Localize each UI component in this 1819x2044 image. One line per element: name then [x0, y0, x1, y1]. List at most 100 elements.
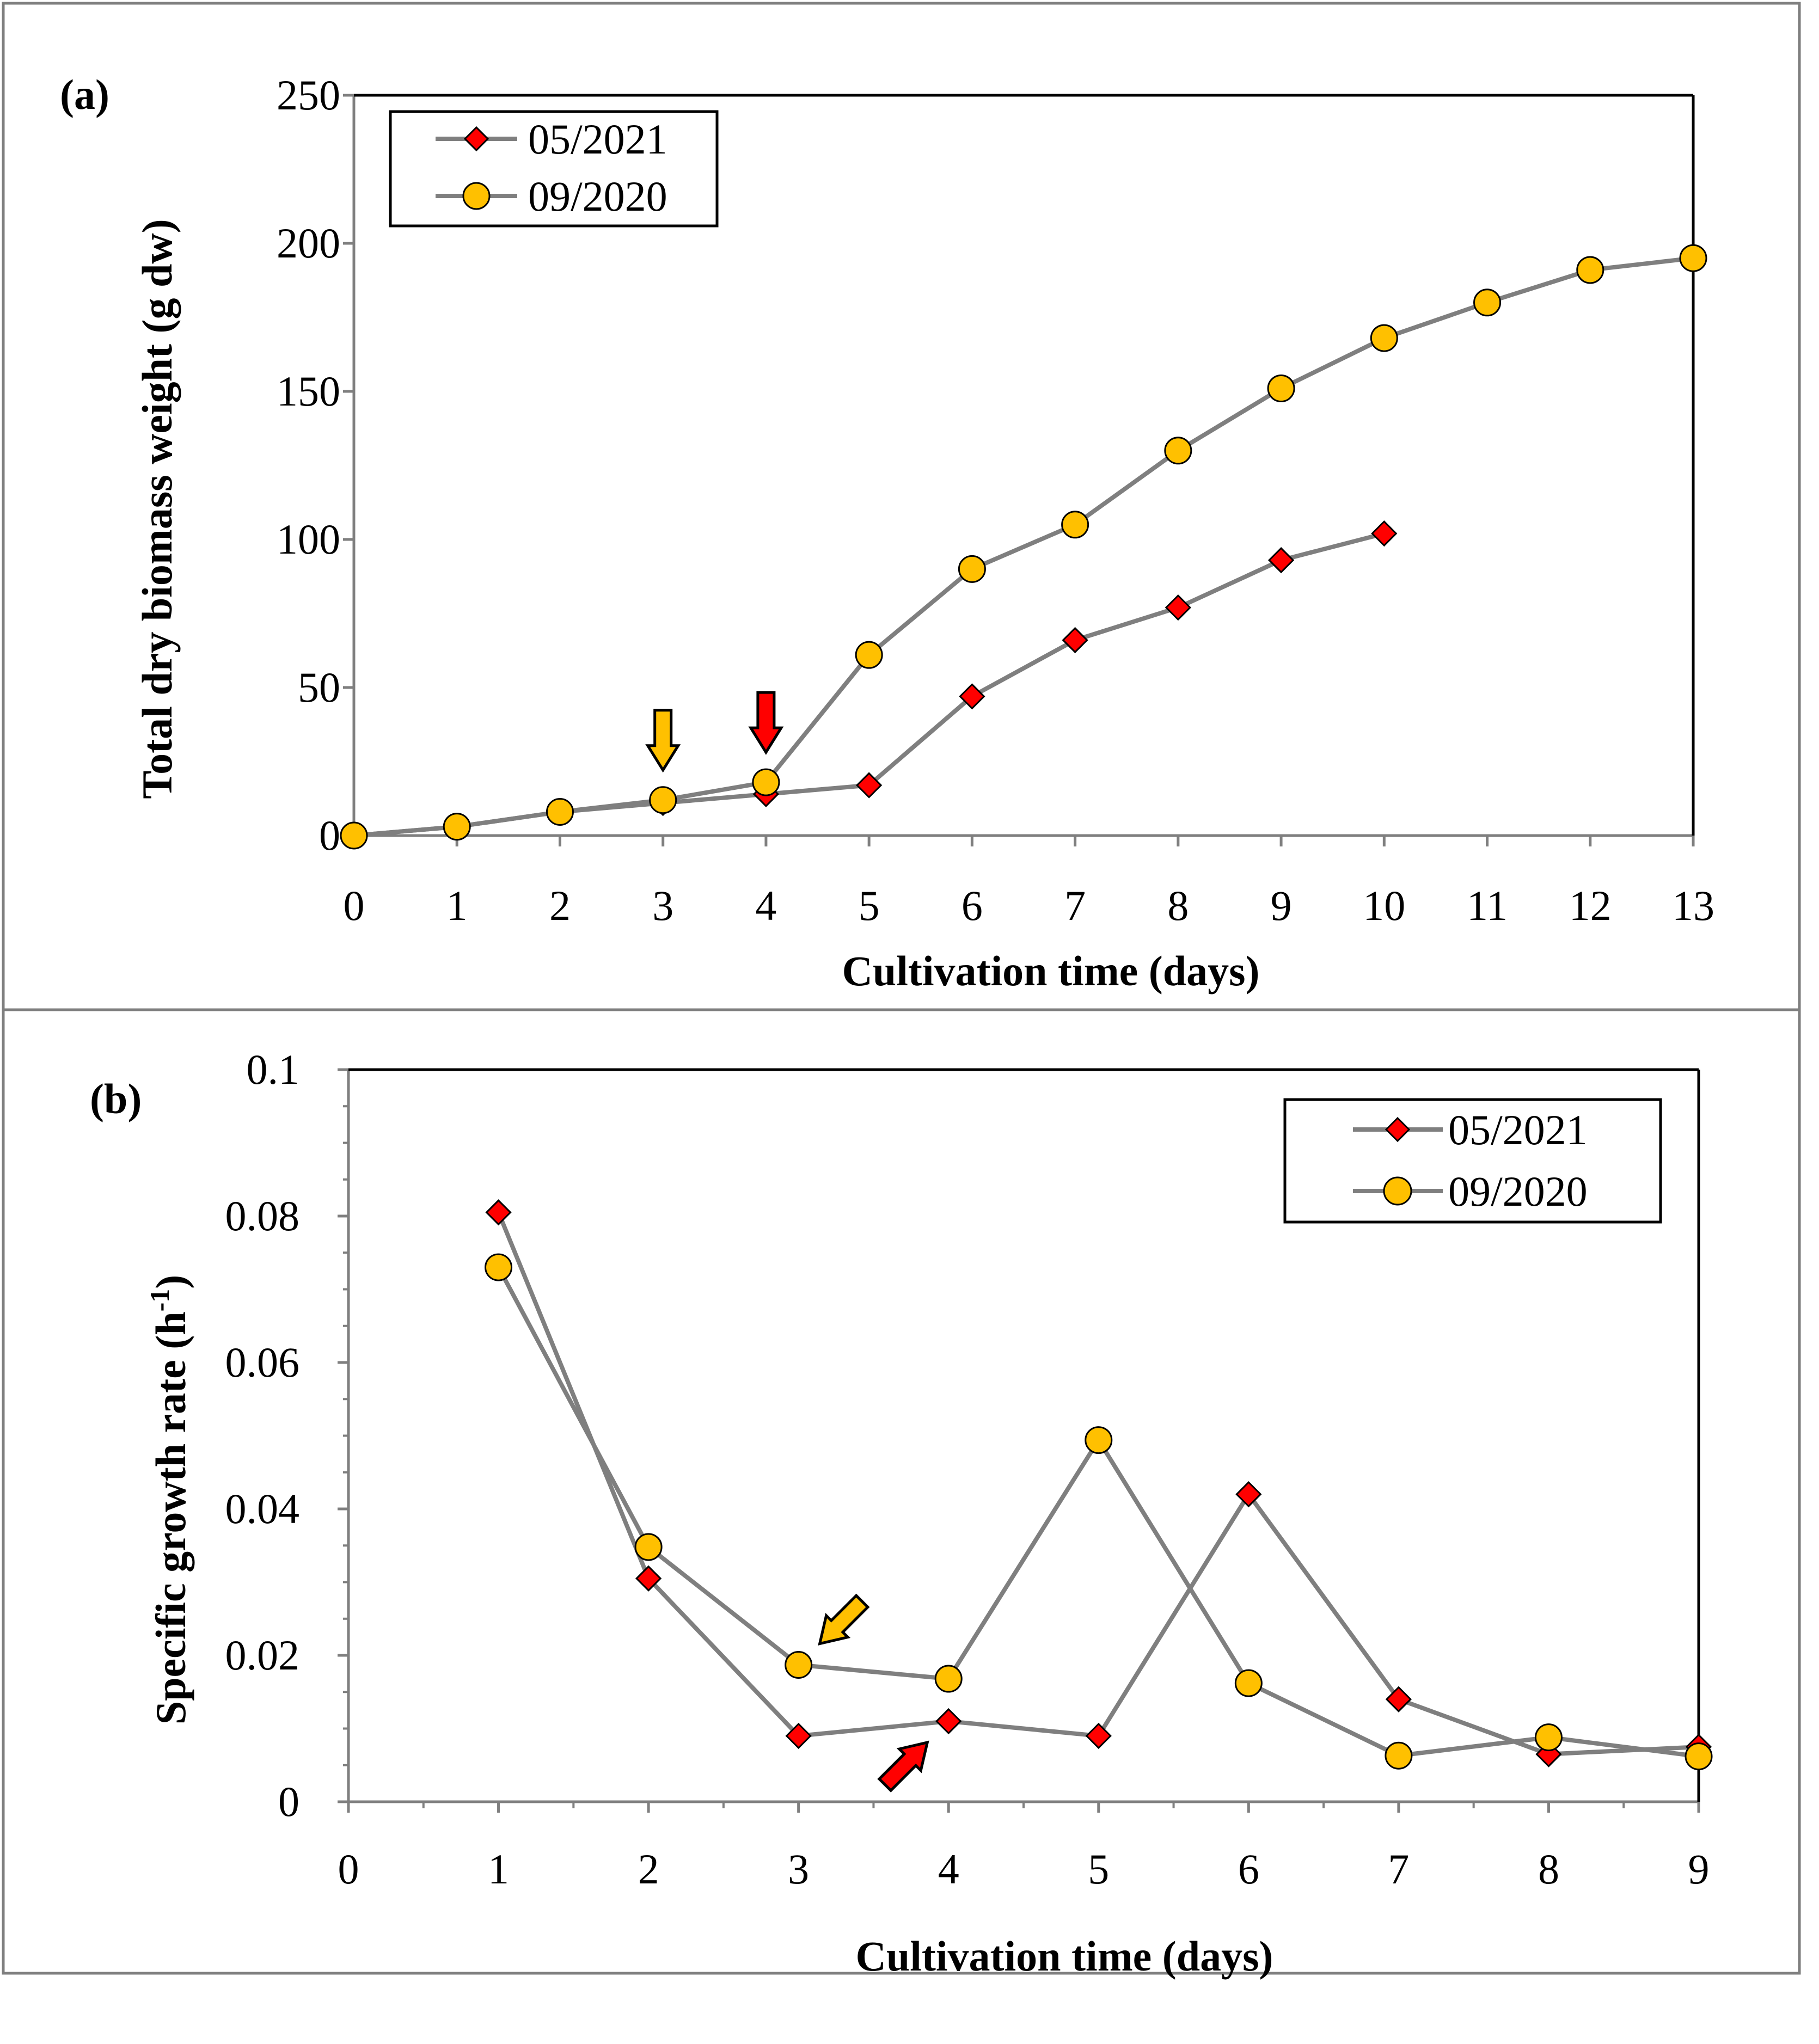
panel-a-y-tick-label-200: 200	[277, 219, 340, 267]
panel-a-x-tick-label-2: 2	[549, 882, 571, 929]
panel-b-legend: 05/2021 09/2020	[1283, 1098, 1662, 1224]
panel-a-point-09-2020-x3	[649, 786, 677, 814]
panel-a-x-tick-label-11: 11	[1467, 882, 1508, 929]
panel-b-x-tick-label-6: 6	[1238, 1845, 1259, 1893]
panel-a-legend-marker-05-2021	[463, 126, 489, 152]
panel-a-legend-box	[389, 110, 719, 228]
panel-b-y-tick-label-0-1: 0.1	[247, 1046, 300, 1093]
panel-b-y-tick-label-0: 0	[278, 1778, 299, 1825]
panel-a-y-axis-title: Total dry biomass weight (g dw)	[133, 219, 181, 799]
panel-a-legend-marker-09-2020	[462, 182, 491, 210]
panel-b-x-tick-label-8: 8	[1538, 1845, 1559, 1893]
panel-a-point-09-2020-x7	[1061, 511, 1089, 539]
panel-b-y-tick-label-0-04: 0.04	[225, 1485, 300, 1532]
panel-b-legend-marker-05-2021	[1385, 1116, 1411, 1143]
panel-a-point-09-2020-x5	[855, 641, 883, 669]
panel-a-x-tick-label-12: 12	[1569, 882, 1612, 929]
panel-a-x-tick-label-13: 13	[1672, 882, 1714, 929]
panel-b-point-05-2021-x5	[1085, 1722, 1112, 1750]
panel-b-x-tick-label-7: 7	[1388, 1845, 1409, 1893]
panel-b-x-tick-label-1: 1	[488, 1845, 509, 1893]
panel-b-point-09-2020-x2	[634, 1533, 663, 1561]
panel-a-legend-label-09-2020: 09/2020	[528, 173, 667, 220]
panel-a-x-tick-label-9: 9	[1271, 882, 1292, 929]
panel-a-point-09-2020-x2	[546, 797, 574, 826]
panel-b-y-axis-title-main: Specific growth rate (h	[147, 1311, 194, 1724]
panel-b-point-09-2020-x6	[1234, 1669, 1263, 1697]
panel-b-point-09-2020-x5	[1085, 1426, 1113, 1454]
panel-a-y-tick-label-150: 150	[277, 367, 340, 415]
panel-a-point-05-2021-x6	[959, 683, 985, 710]
panel-a-point-09-2020-x0	[340, 821, 368, 850]
panel-a-point-05-2021-x8	[1165, 594, 1191, 621]
panel-a-legend: 05/2021 09/2020	[389, 110, 719, 228]
panel-b-point-09-2020-x1	[485, 1253, 513, 1281]
panel-b-point-09-2020-x4	[934, 1665, 963, 1693]
panel-b-point-05-2021-x2	[635, 1565, 662, 1592]
panel-a-x-tick-label-7: 7	[1064, 882, 1086, 929]
panel-b-series-line-09-2020	[497, 1266, 1699, 1759]
panel-b-y-axis-title: Specific growth rate (h-1)	[144, 1275, 194, 1725]
panel-a-annotation-arrow-0	[645, 709, 681, 773]
panel-b-x-tick-label-2: 2	[638, 1845, 659, 1893]
panel-b-x-tick-label-9: 9	[1688, 1845, 1710, 1893]
panel-b-annotations	[818, 1593, 929, 1793]
panel-b-point-09-2020-x9	[1685, 1742, 1713, 1771]
panel-a-x-tick-label-8: 8	[1167, 882, 1189, 929]
panel-a-point-09-2020-x8	[1164, 437, 1192, 465]
panel-b-y-tick-label-0-08: 0.08	[225, 1192, 300, 1239]
panel-b-annotation-arrow-1	[877, 1740, 929, 1793]
panel-b-x-tick-label-4: 4	[938, 1845, 959, 1893]
panel-b-y-tick-label-0-06: 0.06	[225, 1339, 300, 1386]
panel-a-frame	[2, 2, 1801, 1011]
panel-a-x-axis-title: Cultivation time (days)	[842, 947, 1260, 995]
panel-a-y-tick-label-250: 250	[277, 71, 340, 119]
panel-b-y-tick-label-0-02: 0.02	[225, 1631, 300, 1679]
panel-b-legend-marker-09-2020	[1383, 1176, 1412, 1206]
panel-a-point-05-2021-x5	[856, 772, 883, 799]
panel-b-axes: 0 0.02 0.04 0.06 0.08 0.1 0 1 2 3 4 5 6 7 8 9	[225, 1046, 1710, 1893]
panel-a-point-09-2020-x10	[1370, 324, 1398, 352]
panel-a-point-05-2021-x10	[1371, 520, 1398, 547]
panel-a-x-tick-label-10: 10	[1363, 882, 1405, 929]
panel-b-point-05-2021-x6	[1235, 1481, 1262, 1508]
panel-b-point-09-2020-x7	[1385, 1741, 1413, 1770]
panel-a-legend-label-05-2021: 05/2021	[528, 115, 667, 163]
panel-a-x-tick-label-1: 1	[446, 882, 468, 929]
panel-b-point-09-2020-x8	[1534, 1723, 1563, 1752]
panel-b-legend-label-05-2021: 05/2021	[1448, 1106, 1588, 1153]
panel-a-annotations	[645, 691, 784, 773]
panel-a-x-tick-label-4: 4	[755, 882, 776, 929]
panel-a-point-09-2020-x1	[443, 813, 471, 841]
panel-a-x-tick-label-5: 5	[859, 882, 880, 929]
panel-b-annotation-arrow-0	[818, 1593, 870, 1646]
panel-a-point-05-2021-x9	[1267, 547, 1295, 574]
panel-a-point-05-2021-x7	[1062, 627, 1088, 654]
panel-a-x-tick-label-6: 6	[961, 882, 983, 929]
panel-b-point-05-2021-x7	[1385, 1686, 1412, 1712]
panel-b-point-05-2021-x1	[485, 1199, 512, 1226]
panel-a-point-09-2020-x4	[752, 768, 780, 796]
panel-b-x-tick-label-5: 5	[1088, 1845, 1109, 1893]
panel-b-series-line-05-2021	[496, 1211, 1699, 1757]
panel-a-point-09-2020-x9	[1267, 375, 1295, 403]
panel-a-series	[340, 244, 1707, 850]
panel-a-y-tick-label-100: 100	[277, 515, 340, 563]
panel-a-point-09-2020-x12	[1576, 256, 1604, 284]
panel-b-legend-label-09-2020: 09/2020	[1448, 1168, 1588, 1215]
panel-a-point-09-2020-x13	[1679, 244, 1707, 272]
panel-b-chart: (b) 0 0.02 0.04 0.06 0.08 0.1 0 1 2 3 4 5 6 7 8 9 Culti…	[90, 1046, 1713, 1980]
panel-a-y-tick-label-0: 0	[319, 812, 340, 859]
panel-b-frame	[2, 1008, 1801, 1975]
panel-b-x-tick-label-0: 0	[338, 1845, 359, 1893]
panel-a-series-line-09-2020	[353, 256, 1694, 838]
panel-a-point-09-2020-x6	[958, 555, 986, 583]
panel-b-point-05-2021-x4	[935, 1708, 962, 1735]
panel-b-y-axis-title-superscript: -1	[144, 1289, 175, 1312]
panel-b-point-05-2021-x3	[785, 1722, 812, 1750]
panel-a-y-tick-label-50: 50	[298, 664, 340, 711]
panel-a-x-tick-label-3: 3	[652, 882, 673, 929]
panel-a-point-09-2020-x11	[1473, 289, 1502, 317]
